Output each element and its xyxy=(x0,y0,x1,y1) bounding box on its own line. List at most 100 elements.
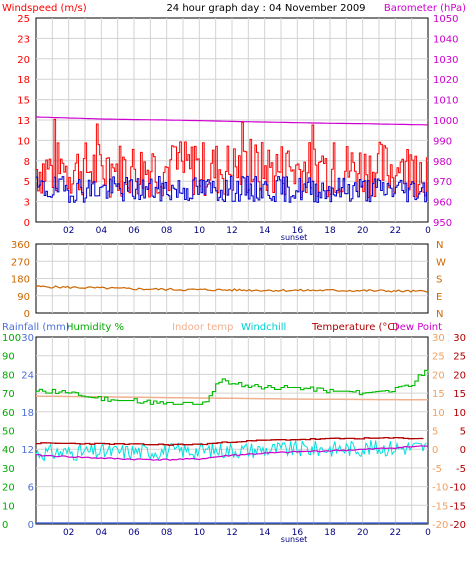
x-tick-label: 08 xyxy=(161,226,173,236)
windchill-line xyxy=(35,439,427,462)
temperature-line xyxy=(36,436,424,446)
x-tick-label: 14 xyxy=(259,528,271,538)
y-tick-label-temperature: -20 xyxy=(450,520,466,531)
y-tick-label-rainfall: 24 xyxy=(21,370,34,381)
y-tick-label-temp-inner: 15 xyxy=(432,389,445,400)
compass-label: E xyxy=(436,292,442,303)
y-tick-label-temp-inner: 5 xyxy=(432,427,438,438)
barometer-line xyxy=(35,116,429,126)
y-tick-label-barometer: 970 xyxy=(433,177,452,188)
humidity-axis-title: Humidity % xyxy=(66,322,124,333)
y-tick-label-temperature: 10 xyxy=(453,408,466,419)
y-tick-label-temperature: 25 xyxy=(453,352,466,363)
y-tick-label-temperature: 15 xyxy=(453,389,466,400)
y-tick-label-temp-inner: 30 xyxy=(432,333,445,344)
y-tick-label-rainfall: 18 xyxy=(21,408,34,419)
y-tick-label-rainfall: 30 xyxy=(21,333,34,344)
y-tick-label-wind: 20 xyxy=(17,55,30,66)
x-tick-label: 04 xyxy=(96,226,108,236)
x-tick-label: 08 xyxy=(161,528,173,538)
y-tick-label-wind: 25 xyxy=(17,14,30,25)
y-tick-label-barometer: 1010 xyxy=(433,96,458,107)
y-tick-label-barometer: 980 xyxy=(433,157,452,168)
y-tick-label-direction: 90 xyxy=(17,292,30,303)
y-tick-label-humidity: 10 xyxy=(2,501,15,512)
x-tick-label: 16 xyxy=(292,528,304,538)
x-tick-label: 12 xyxy=(226,528,237,538)
y-tick-label-humidity: 80 xyxy=(2,370,15,381)
y-tick-label-humidity: 60 xyxy=(2,408,15,419)
dew-point-label: Dew Point xyxy=(392,322,442,333)
y-tick-label-temperature: 0 xyxy=(460,445,466,456)
y-tick-label-humidity: 20 xyxy=(2,483,15,494)
wind-barometer-panel: 0358101315182023259509609709809901000101… xyxy=(17,14,458,242)
y-tick-label-direction: 0 xyxy=(24,309,30,320)
y-tick-label-humidity: 50 xyxy=(2,427,15,438)
x-tick-label: 02 xyxy=(63,528,74,538)
x-tick-label: 0 xyxy=(425,226,431,236)
x-tick-label: 10 xyxy=(194,528,206,538)
y-tick-label-temperature: 5 xyxy=(460,427,466,438)
y-tick-label-wind: 18 xyxy=(17,75,30,86)
y-tick-label-temp-inner: -10 xyxy=(432,483,448,494)
y-tick-label-temp-inner: -5 xyxy=(432,464,442,475)
x-tick-label: 16 xyxy=(292,226,304,236)
x-tick-label: 04 xyxy=(96,528,108,538)
y-tick-label-temperature: -15 xyxy=(450,501,466,512)
y-tick-label-wind: 8 xyxy=(24,157,30,168)
compass-label: N xyxy=(436,309,443,320)
y-tick-label-wind: 13 xyxy=(17,116,30,127)
wind-axis-title: Windspeed (m/s) xyxy=(2,3,87,14)
y-tick-label-wind: 15 xyxy=(17,96,30,107)
y-tick-label-temp-inner: 25 xyxy=(432,352,445,363)
y-tick-label-temp-inner: 20 xyxy=(432,370,445,381)
y-tick-label-temperature: 30 xyxy=(453,333,466,344)
y-tick-label-wind: 10 xyxy=(17,136,30,147)
wind-direction-line xyxy=(35,285,429,294)
y-tick-label-wind: 0 xyxy=(24,218,30,229)
y-tick-label-wind: 23 xyxy=(17,34,30,45)
y-tick-label-temp-inner: 10 xyxy=(432,408,445,419)
y-tick-label-barometer: 1030 xyxy=(433,55,458,66)
x-tick-label: 06 xyxy=(128,528,140,538)
x-tick-label: 22 xyxy=(390,226,401,236)
y-tick-label-barometer: 960 xyxy=(433,198,452,209)
y-tick-label-barometer: 990 xyxy=(433,136,452,147)
y-tick-label-direction: 270 xyxy=(11,257,30,268)
y-tick-label-barometer: 950 xyxy=(433,218,452,229)
y-tick-label-barometer: 1050 xyxy=(433,14,458,25)
y-tick-label-barometer: 1000 xyxy=(433,116,458,127)
y-tick-label-rainfall: 0 xyxy=(28,520,34,531)
compass-label: W xyxy=(436,257,446,268)
y-tick-label-humidity: 90 xyxy=(2,352,15,363)
y-tick-label-humidity: 70 xyxy=(2,389,15,400)
y-tick-label-humidity: 40 xyxy=(2,445,15,456)
x-tick-label: 10 xyxy=(194,226,206,236)
indoor-temp-label: Indoor temp xyxy=(172,322,233,333)
y-tick-label-temp-inner: -20 xyxy=(432,520,448,531)
y-tick-label-temp-inner: -15 xyxy=(432,501,448,512)
sunset-marker: sunset xyxy=(281,233,308,242)
y-tick-label-direction: 360 xyxy=(11,240,30,251)
dew-point-line xyxy=(35,445,429,461)
wind-average-line xyxy=(36,175,427,203)
sunset-marker: sunset xyxy=(281,535,308,544)
y-tick-label-wind: 3 xyxy=(24,198,30,209)
y-tick-label-wind: 5 xyxy=(24,177,30,188)
barometer-axis-title: Barometer (hPa) xyxy=(384,3,466,14)
windchill-label: Windchill xyxy=(241,322,286,333)
x-tick-label: 20 xyxy=(357,226,369,236)
y-tick-label-rainfall: 6 xyxy=(28,483,34,494)
x-tick-label: 06 xyxy=(128,226,140,236)
x-tick-label: 14 xyxy=(259,226,271,236)
temperature-axis-title: Temperature (°C) xyxy=(311,322,398,333)
y-tick-label-temperature: -10 xyxy=(450,483,466,494)
y-tick-label-temp-inner: 0 xyxy=(432,445,438,456)
x-tick-label: 12 xyxy=(226,226,237,236)
y-tick-label-humidity: 30 xyxy=(2,464,15,475)
y-tick-label-rainfall: 12 xyxy=(21,445,34,456)
humidity-line xyxy=(36,369,429,405)
